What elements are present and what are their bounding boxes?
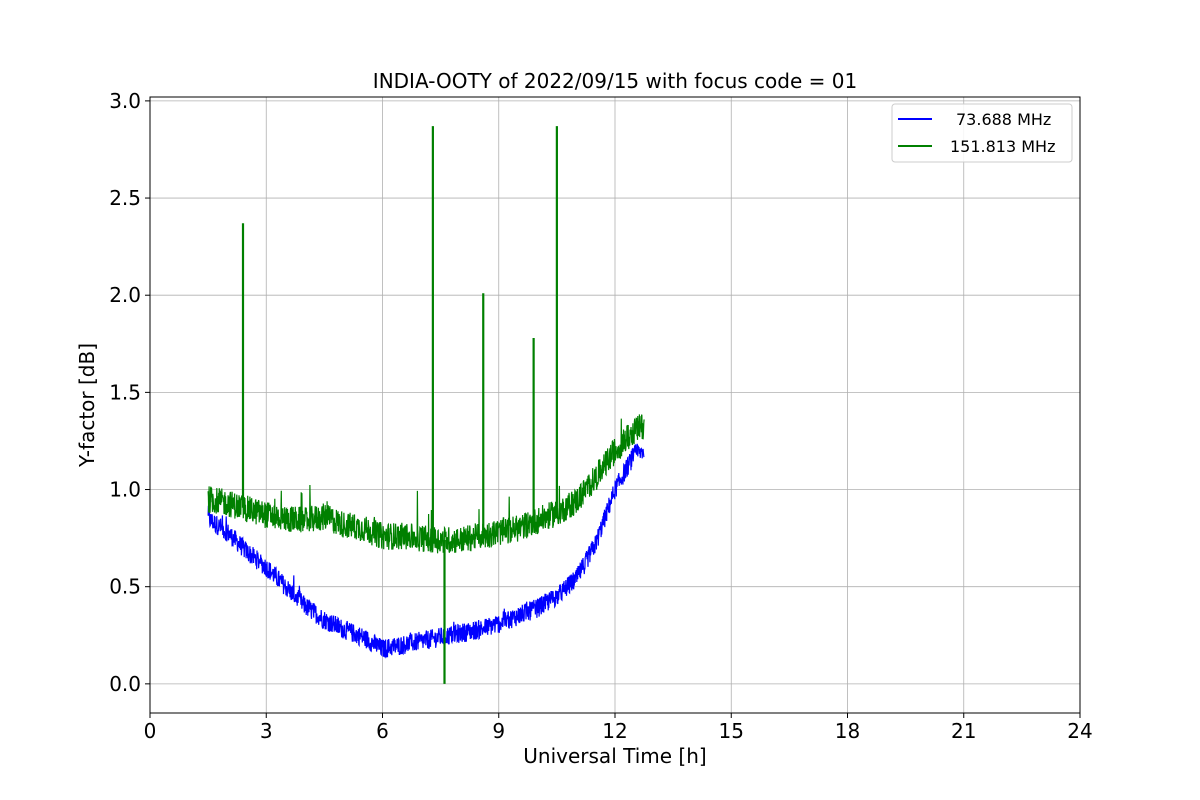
y-tick-label: 1.5 xyxy=(109,380,141,404)
legend: 73.688 MHz 151.813 MHz xyxy=(891,103,1073,163)
x-tick-label: 18 xyxy=(835,719,860,743)
x-tick-label: 12 xyxy=(602,719,627,743)
y-axis-label: Y-factor [dB] xyxy=(75,343,99,468)
chart-title: INDIA-OOTY of 2022/09/15 with focus code… xyxy=(373,69,857,93)
series-line-73-mhz xyxy=(207,443,645,659)
x-axis-ticks: 0 3 6 9 12 15 18 21 24 xyxy=(144,713,1093,743)
x-tick-label: 0 xyxy=(144,719,157,743)
x-tick-label: 21 xyxy=(951,719,976,743)
y-tick-label: 1.0 xyxy=(109,478,141,502)
y-tick-label: 0.0 xyxy=(109,672,141,696)
y-tick-label: 2.5 xyxy=(109,186,141,210)
series-line-151-mhz xyxy=(207,414,645,554)
y-tick-label: 2.0 xyxy=(109,283,141,307)
x-tick-label: 24 xyxy=(1067,719,1092,743)
x-tick-label: 15 xyxy=(719,719,744,743)
x-tick-label: 9 xyxy=(492,719,505,743)
plot-area xyxy=(207,126,645,684)
legend-label-151-mhz: 151.813 MHz xyxy=(950,137,1055,156)
y-tick-label: 0.5 xyxy=(109,575,141,599)
x-tick-label: 6 xyxy=(376,719,389,743)
legend-label-73-mhz: 73.688 MHz xyxy=(956,110,1051,129)
y-tick-label: 3.0 xyxy=(109,89,141,113)
x-axis-label: Universal Time [h] xyxy=(523,744,706,768)
legend-box xyxy=(891,103,1073,163)
x-tick-label: 3 xyxy=(260,719,273,743)
y-axis-ticks: 0.0 0.5 1.0 1.5 2.0 2.5 3.0 xyxy=(109,89,150,696)
